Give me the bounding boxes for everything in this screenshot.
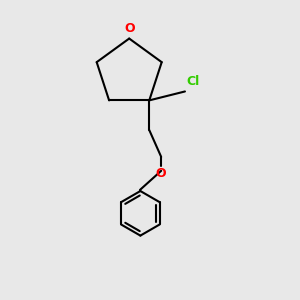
Text: O: O xyxy=(124,22,134,35)
Text: O: O xyxy=(156,167,166,180)
Text: Cl: Cl xyxy=(186,75,200,88)
